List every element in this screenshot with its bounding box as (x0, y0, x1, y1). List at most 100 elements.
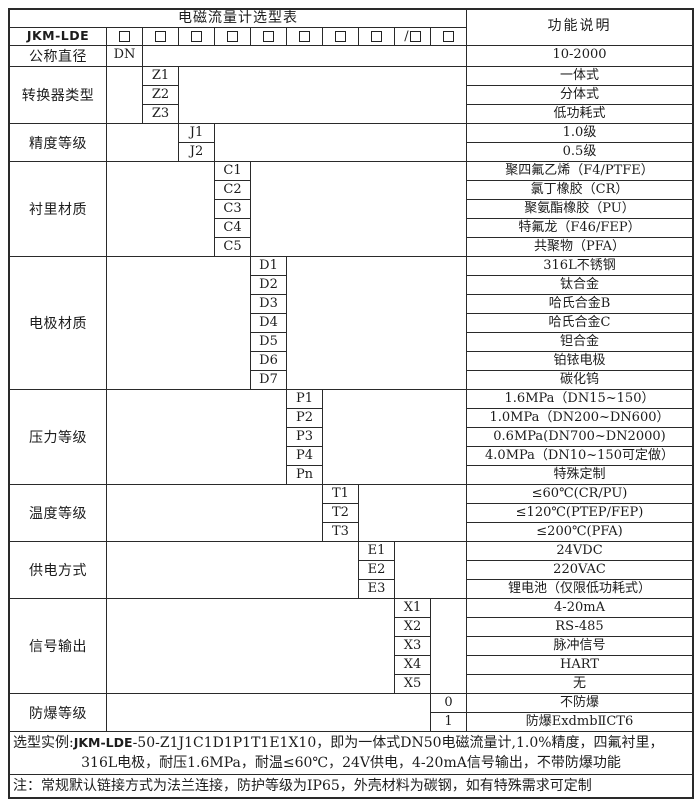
code-cell: Pn (295, 467, 314, 482)
spacer-left (107, 257, 251, 389)
spacer-left (107, 694, 431, 731)
code-cell: D2 (251, 276, 286, 295)
model-code-box-2 (143, 28, 179, 45)
desc-cell: HART (467, 656, 692, 675)
desc-cell: 4-20mA (467, 599, 692, 618)
code-cell: Z1 (143, 67, 178, 86)
spacer-left (107, 124, 179, 161)
example-prefix: 选型实例: (13, 735, 74, 751)
code-cell: C1 (215, 162, 250, 181)
slash-separator: / (404, 29, 409, 44)
desc-cell: 10-2000 (552, 47, 607, 62)
code-cell: D3 (251, 295, 286, 314)
group-label-pressure-rating: 压力等级 (10, 390, 107, 484)
spacer-right (359, 485, 467, 541)
group-label-temperature-rating: 温度等级 (10, 485, 107, 541)
checkbox-icon (371, 31, 382, 42)
desc-cell: 低功耗式 (553, 106, 606, 121)
desc-column-explosion-proof-rating: 不防爆 防爆ExdmbⅡCT6 (467, 694, 692, 731)
checkbox-icon (409, 31, 421, 42)
code-column-electrode-material: D1 D2 D3 D4 D5 D6 D7 (251, 257, 287, 389)
group-label-nominal-diameter: 公称直径 (10, 46, 107, 66)
code-cell: C5 (223, 239, 242, 254)
desc-cell: 氯丁橡胶（CR） (467, 181, 692, 200)
code-cell: C2 (215, 181, 250, 200)
desc-cell: 哈氏合金C (467, 314, 692, 333)
group-nominal-diameter: 公称直径 DN 10-2000 (10, 46, 692, 67)
desc-cell: 分体式 (467, 86, 692, 105)
desc-cell: 不防爆 (467, 694, 692, 713)
code-cell: E3 (367, 581, 386, 596)
group-label-power-supply: 供电方式 (10, 542, 107, 598)
group-converter-type: 转换器类型 Z1 Z2 Z3 一体式 分体式 低功耗式 (10, 67, 692, 124)
desc-column-converter-type: 一体式 分体式 低功耗式 (467, 67, 692, 123)
desc-cell: 24VDC (467, 542, 692, 561)
desc-column-power-supply: 24VDC 220VAC 锂电池（仅限低功耗式） (467, 542, 692, 598)
table-header: 电磁流量计选型表 JKM-LDE / 功能说明 (10, 10, 692, 46)
checkbox-icon (299, 31, 310, 42)
code-cell: 0 (431, 694, 466, 713)
code-cell: D5 (251, 333, 286, 352)
desc-column-temperature-rating: ≤60℃(CR/PU) ≤120℃(PTEP/FEP) ≤200℃(PFA) (467, 485, 692, 541)
spacer-left (107, 162, 215, 256)
group-power-supply: 供电方式 E1 E2 E3 24VDC 220VAC 锂电池（仅限低功耗式） (10, 542, 692, 599)
selection-table-body: 公称直径 DN 10-2000 转换器类型 Z1 Z2 Z3 一体式 分体式 低功耗式 精度等级 J1… (10, 46, 692, 732)
desc-cell: 防爆ExdmbⅡCT6 (525, 714, 634, 729)
desc-cell: 无 (572, 676, 586, 691)
spacer-right (323, 390, 467, 484)
group-liner-material: 衬里材质 C1 C2 C3 C4 C5 聚四氟乙烯（F4/PTFE） 氯丁橡胶（CR） 聚氨酯橡… (10, 162, 692, 257)
desc-cell: 316L不锈钢 (467, 257, 692, 276)
page-title: 电磁流量计选型表 (10, 10, 466, 28)
code-column-converter-type: Z1 Z2 Z3 (143, 67, 179, 123)
spacer-left (107, 599, 395, 693)
desc-column-signal-output: 4-20mA RS-485 脉冲信号 HART 无 (467, 599, 692, 693)
example-brand: JKM-LDE (73, 735, 133, 750)
code-cell: T1 (323, 485, 358, 504)
group-explosion-proof-rating: 防爆等级 0 1 不防爆 防爆ExdmbⅡCT6 (10, 694, 692, 732)
desc-cell: 锂电池（仅限低功耗式） (507, 581, 651, 596)
code-column-signal-output: X1 X2 X3 X4 X5 (395, 599, 431, 693)
spacer-left (107, 542, 359, 598)
code-cell: D1 (251, 257, 286, 276)
code-column-accuracy-class: J1 J2 (179, 124, 215, 161)
checkbox-icon (119, 31, 130, 42)
code-column-nominal-diameter: DN (107, 46, 143, 66)
code-cell: P4 (287, 447, 322, 466)
group-signal-output: 信号输出 X1 X2 X3 X4 X5 4-20mA RS-485 脉冲信号 HART 无 (10, 599, 692, 694)
desc-cell: 钛合金 (467, 276, 692, 295)
group-label-accuracy-class: 精度等级 (10, 124, 107, 161)
model-code-row: JKM-LDE / (10, 28, 466, 45)
code-cell: Z2 (143, 86, 178, 105)
code-cell: DN (113, 47, 136, 62)
code-column-liner-material: C1 C2 C3 C4 C5 (215, 162, 251, 256)
spacer-left (107, 390, 287, 484)
desc-cell: 碳化钨 (559, 372, 599, 387)
code-cell: X3 (395, 637, 430, 656)
spacer-left (107, 67, 143, 123)
desc-cell: 0.6MPa(DN700~DN2000) (467, 428, 692, 447)
model-code-box-9: / (395, 28, 431, 45)
model-name: JKM-LDE (10, 28, 107, 45)
desc-cell: 钽合金 (467, 333, 692, 352)
model-code-box-7 (323, 28, 359, 45)
example-line-1: 选型实例:JKM-LDE-50-Z1J1C1D1P1T1E1X10，即为一体式D… (13, 733, 689, 753)
spacer-right (179, 67, 467, 123)
example-description: ，即为一体式DN50电磁流量计,1.0%精度，四氟衬里， (316, 735, 664, 751)
example-block: 选型实例:JKM-LDE-50-Z1J1C1D1P1T1E1X10，即为一体式D… (10, 732, 692, 775)
group-electrode-material: 电极材质 D1 D2 D3 D4 D5 D6 D7 316L不锈钢 钛合金 哈氏合金B 哈氏合金C 钽合… (10, 257, 692, 390)
code-cell: P2 (287, 409, 322, 428)
desc-column-liner-material: 聚四氟乙烯（F4/PTFE） 氯丁橡胶（CR） 聚氨酯橡胶（PU） 特氟龙（F46/F… (467, 162, 692, 256)
desc-column-nominal-diameter: 10-2000 (467, 46, 692, 66)
desc-cell: 220VAC (467, 561, 692, 580)
code-cell: D7 (259, 372, 278, 387)
desc-cell: 1.0级 (467, 124, 692, 143)
group-label-liner-material: 衬里材质 (10, 162, 107, 256)
code-cell: 1 (444, 714, 453, 729)
code-cell: T3 (332, 524, 349, 539)
desc-cell: RS-485 (467, 618, 692, 637)
model-code-box-8 (359, 28, 395, 45)
desc-cell: 哈氏合金B (467, 295, 692, 314)
code-cell: X1 (395, 599, 430, 618)
spacer-right (215, 124, 467, 161)
desc-cell: 聚氨酯橡胶（PU） (467, 200, 692, 219)
